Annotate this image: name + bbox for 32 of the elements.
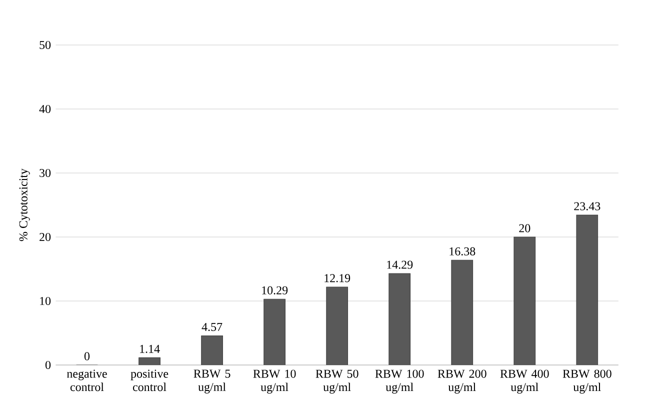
data-label: 4.57 bbox=[202, 322, 222, 332]
y-tick-label: 0 bbox=[45, 360, 51, 370]
bar bbox=[201, 335, 223, 365]
bar bbox=[326, 286, 348, 365]
x-tick-label: RBW 800 ug/ml bbox=[562, 370, 612, 394]
data-label: 10.29 bbox=[262, 286, 288, 294]
data-label: 20 bbox=[519, 224, 530, 232]
bar bbox=[514, 236, 536, 365]
x-tick-label: RBW 10 ug/ml bbox=[253, 370, 296, 394]
y-tick-label: 50 bbox=[40, 40, 51, 50]
y-tick-label: 30 bbox=[40, 168, 51, 178]
x-tick-label: positive control bbox=[130, 370, 168, 392]
data-label: 16.38 bbox=[450, 247, 476, 256]
x-tick-label: RBW 200 ug/ml bbox=[438, 370, 486, 394]
bar bbox=[264, 298, 286, 365]
y-axis-title: % Cytotoxicity bbox=[19, 168, 30, 242]
bar bbox=[451, 260, 474, 365]
data-label: 23.43 bbox=[574, 202, 600, 210]
x-tick-label: RBW 5 ug/ml bbox=[194, 370, 230, 394]
y-tick-label: 40 bbox=[39, 104, 51, 114]
data-label: 1.14 bbox=[140, 344, 160, 353]
x-tick-label: RBW 50 ug/ml bbox=[316, 370, 358, 394]
y-tick-label: 20 bbox=[40, 232, 51, 242]
x-tick-label: negative control bbox=[66, 370, 107, 392]
bar bbox=[576, 214, 598, 365]
data-label: 14.29 bbox=[387, 260, 413, 269]
data-label: 12.19 bbox=[324, 274, 350, 282]
data-label: 0 bbox=[84, 352, 90, 360]
bar bbox=[388, 273, 411, 365]
y-tick-label: 10 bbox=[40, 296, 51, 306]
x-tick-label: RBW 400 ug/ml bbox=[500, 370, 549, 394]
x-tick-label: RBW 100 ug/ml bbox=[375, 370, 424, 394]
